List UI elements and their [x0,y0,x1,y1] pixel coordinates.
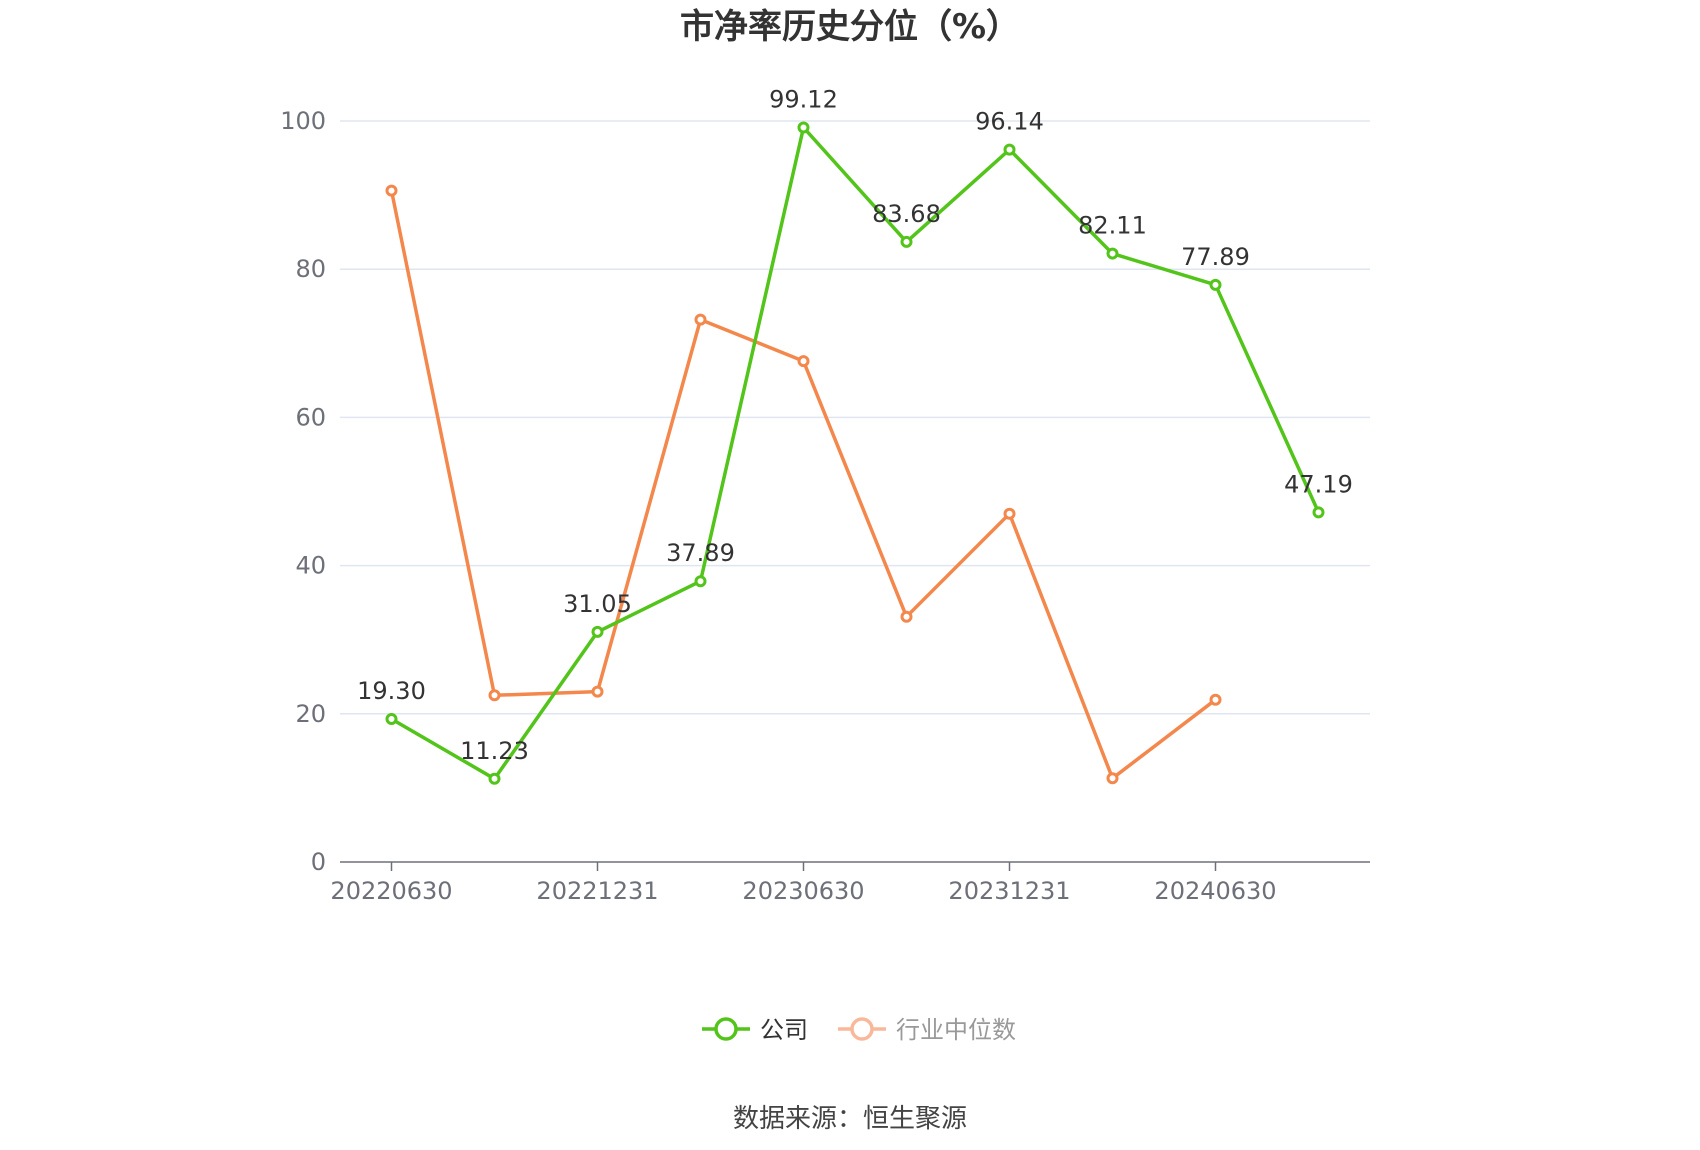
x-tick-label: 20230630 [742,877,864,905]
legend-marker [850,1017,874,1041]
y-tick-label: 80 [295,255,326,283]
data-point[interactable] [797,121,810,134]
chart-title: 市净率历史分位（%） [680,7,1020,47]
data-point[interactable] [1106,247,1119,260]
data-label: 82.11 [1078,212,1147,240]
series-公司: 19.30 11.23 31.05 37.89 99.12 83.68 96.14 82.11… [357,86,1353,785]
data-point[interactable] [900,610,913,623]
series-layer: 19.30 11.23 31.05 37.89 99.12 83.68 96.14 82.11… [357,86,1353,785]
data-point[interactable] [694,575,707,588]
data-label: 99.12 [769,86,838,114]
data-point[interactable] [1209,693,1222,706]
x-tick-label: 20231231 [948,877,1070,905]
source-note: 数据来源：恒生聚源 [733,1104,967,1134]
series-line [389,190,1217,781]
y-axis: 0 20 40 60 80 100 [280,107,326,876]
x-tick-label: 20240630 [1154,877,1276,905]
data-point[interactable] [900,235,913,248]
data-point[interactable] [1003,507,1016,520]
data-point[interactable] [1312,506,1325,519]
data-label: 96.14 [975,108,1044,136]
legend-label: 公司 [760,1016,808,1044]
y-tick-label: 60 [295,403,326,431]
data-label: 11.23 [460,737,529,765]
data-label: 83.68 [872,200,941,228]
legend-marker [714,1017,738,1041]
data-label: 19.30 [357,677,426,705]
data-point[interactable] [1106,772,1119,785]
data-point[interactable] [591,625,604,638]
legend-item-行业中位数[interactable]: 行业中位数 [838,1016,1016,1044]
data-point[interactable] [591,685,604,698]
data-label: 31.05 [563,590,632,618]
data-point[interactable] [488,689,501,702]
data-point[interactable] [694,313,707,326]
legend-item-公司[interactable]: 公司 [702,1016,808,1044]
legend: 公司 行业中位数 [702,1016,1016,1044]
x-tick-label: 20220630 [330,877,452,905]
y-tick-label: 0 [311,848,326,876]
data-label: 77.89 [1181,243,1250,271]
data-point[interactable] [1209,278,1222,291]
data-point[interactable] [385,712,398,725]
y-tick-label: 40 [295,552,326,580]
legend-label: 行业中位数 [896,1016,1016,1044]
series-行业中位数 [385,184,1222,785]
x-axis: 20220630 20221231 20230630 20231231 20240630 [330,861,1370,905]
data-point[interactable] [385,184,398,197]
data-point[interactable] [1003,143,1016,156]
data-point[interactable] [488,772,501,785]
data-point[interactable] [797,355,810,368]
data-label: 47.19 [1284,470,1353,498]
grid [340,120,1370,715]
x-tick-label: 20221231 [536,877,658,905]
series-line [390,125,1321,781]
data-label: 37.89 [666,539,735,567]
y-tick-label: 20 [295,700,326,728]
y-tick-label: 100 [280,107,326,135]
